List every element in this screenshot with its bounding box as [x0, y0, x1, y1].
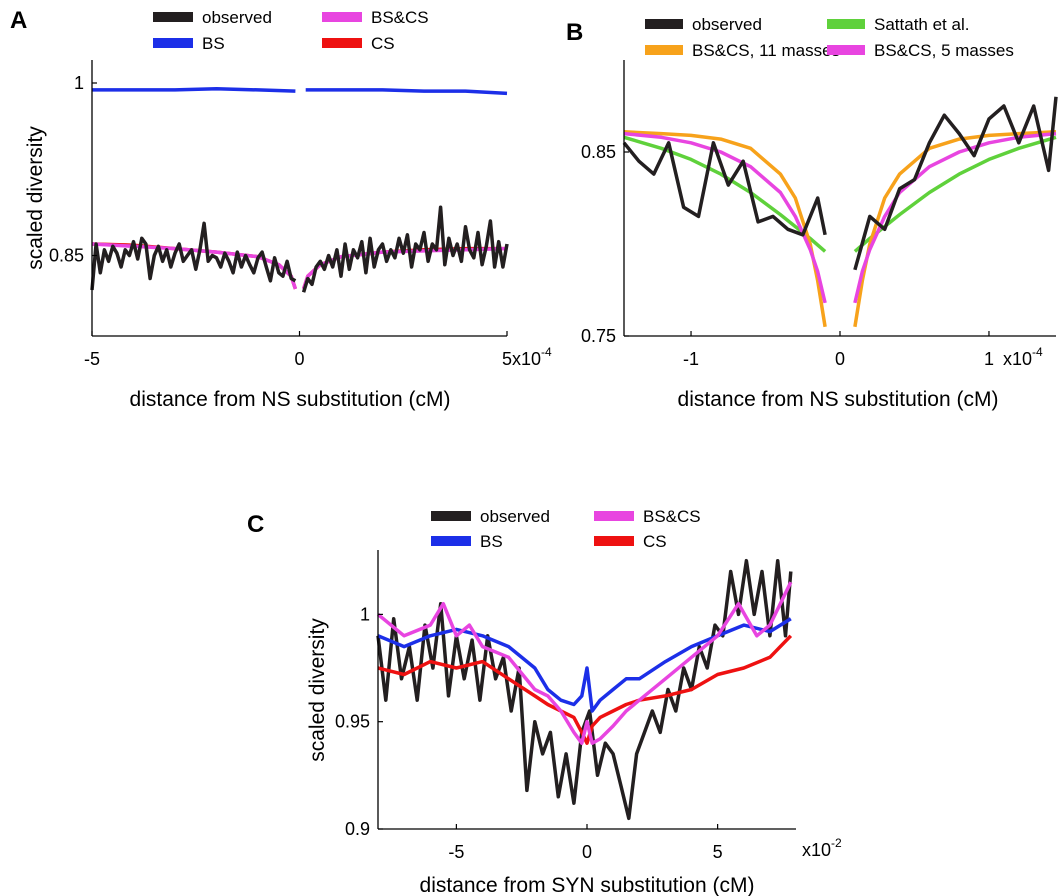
x-axis-multiplier-exponent: -4: [541, 345, 552, 359]
x-axis-multiplier-base: x10: [512, 349, 541, 369]
series-line-observed-seg0: [622, 141, 827, 237]
legend-swatch: [594, 536, 634, 546]
legend-swatch: [322, 38, 362, 48]
legend-label: CS: [643, 532, 667, 551]
panel-c: C -5 0 5 0.9 0.95 1 x10-2 distance from SYN subs…: [247, 507, 842, 896]
legend-swatch: [153, 38, 193, 48]
x-tick-label: 5: [713, 842, 723, 862]
legend: observed BS BS&CS CS: [153, 8, 429, 53]
x-tick-label: 0: [835, 349, 845, 369]
y-tick-label: 0.9: [345, 819, 370, 839]
legend-swatch: [594, 511, 634, 521]
series-group: [622, 96, 1058, 328]
x-tick-label: -5: [84, 349, 100, 369]
series-line-bs-cs-11-masses-seg0: [623, 130, 827, 328]
legend-label: observed: [480, 507, 550, 526]
legend-label: BS&CS: [371, 8, 429, 27]
series-line-observed-seg1: [853, 96, 1058, 271]
y-tick-label: 1: [360, 604, 370, 624]
x-tick-label: 5: [502, 349, 512, 369]
series-group: [90, 87, 509, 293]
x-axis-multiplier-base: x10: [802, 840, 831, 860]
series-line-bs-cs-5-masses-seg1: [853, 131, 1057, 304]
legend-label: BS&CS, 5 masses: [874, 41, 1014, 60]
legend-label: observed: [202, 8, 272, 27]
series-line-observed-seg1: [301, 205, 509, 293]
y-axis-title: scaled diversity: [24, 126, 47, 270]
legend-label: BS&CS: [643, 507, 701, 526]
x-axis-multiplier: x10-4: [1003, 345, 1043, 369]
legend-label: CS: [371, 34, 395, 53]
legend-swatch: [431, 511, 471, 521]
x-axis-multiplier: x10-4: [512, 345, 552, 369]
series-line-bs-cs-5-masses-seg0: [623, 131, 827, 304]
series-line-cs-seg0: [377, 634, 793, 745]
x-axis-multiplier-base: x10: [1003, 349, 1032, 369]
x-axis-multiplier: x10-2: [802, 836, 842, 860]
legend-label: observed: [692, 15, 762, 34]
legend-swatch: [827, 45, 865, 55]
x-tick-label: 1: [984, 349, 994, 369]
x-axis-title: distance from NS substitution (cM): [130, 388, 451, 411]
series-line-observed-seg0: [90, 221, 297, 291]
y-tick-label: 0.85: [49, 246, 84, 266]
x-axis-title: distance from NS substitution (cM): [678, 388, 999, 411]
x-axis-title: distance from SYN substitution (cM): [420, 874, 755, 896]
legend-swatch: [322, 12, 362, 22]
panel-letter: B: [566, 19, 583, 46]
y-tick-label: 0.95: [335, 712, 370, 732]
series-group: [376, 558, 793, 821]
legend-label: BS: [480, 532, 503, 551]
series-line-bs-seg1: [305, 88, 508, 96]
x-tick-label: 0: [294, 349, 304, 369]
x-tick-label: -1: [683, 349, 699, 369]
legend-label: BS&CS, 11 masses: [692, 41, 840, 60]
panel-letter: A: [10, 7, 27, 34]
x-tick-label: -5: [448, 842, 464, 862]
x-tick-label: 0: [582, 842, 592, 862]
panel-a: A -5 0 5 0.85 1 x10-4 distance from NS substitu…: [10, 7, 552, 411]
x-axis-multiplier-exponent: -2: [831, 836, 842, 850]
series-line-bs-seg0: [92, 87, 296, 93]
legend-swatch: [827, 19, 865, 29]
legend-label: BS: [202, 34, 225, 53]
legend-label: Sattath et al.: [874, 15, 969, 34]
legend-swatch: [153, 12, 193, 22]
y-tick-label: 0.85: [581, 142, 616, 162]
y-tick-label: 1: [74, 73, 84, 93]
y-tick-label: 0.75: [581, 326, 616, 346]
series-line-bs-cs-seg0: [376, 581, 793, 745]
panel-letter: C: [247, 511, 264, 538]
legend-swatch: [645, 45, 683, 55]
legend-swatch: [431, 536, 471, 546]
x-axis-multiplier-exponent: -4: [1032, 345, 1043, 359]
y-axis-title: scaled diversity: [306, 618, 329, 762]
legend: observed BS BS&CS CS: [431, 507, 701, 551]
legend-swatch: [645, 19, 683, 29]
legend: observed BS&CS, 11 masses Sattath et al. BS…: [645, 15, 1014, 60]
